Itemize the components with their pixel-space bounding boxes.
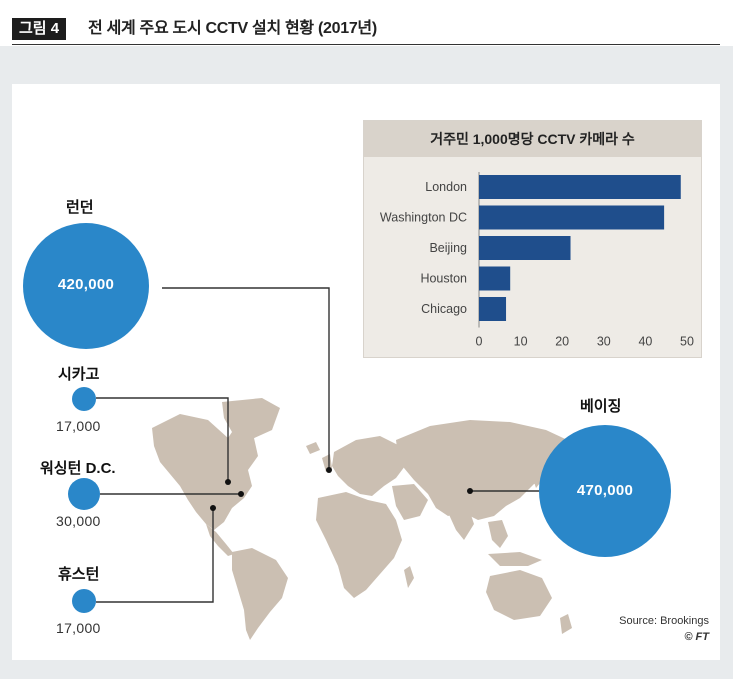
- bar-beijing: [479, 236, 571, 260]
- source-text: Source: Brookings: [619, 615, 709, 627]
- leader-line-chicago: [96, 397, 229, 482]
- category-label: Houston: [420, 272, 467, 286]
- x-tick-label: 50: [680, 335, 694, 349]
- city-label-chicago: 시카고: [58, 366, 100, 383]
- bar-chart-inset: 거주민 1,000명당 CCTV 카메라 수 London Washington …: [363, 120, 702, 358]
- source-note: Source: Brookings © FT: [619, 613, 709, 645]
- leader-line-london: [162, 287, 330, 470]
- category-label: London: [425, 180, 467, 194]
- bar-london: [479, 175, 681, 199]
- leader-line-houston: [96, 508, 214, 603]
- city-label-houston: 휴스턴: [58, 566, 100, 583]
- dot-chicago: [225, 479, 231, 485]
- city-label-london: 런던: [66, 199, 94, 216]
- bubble-value-beijing: 470,000: [576, 482, 634, 499]
- bar-chart: London Washington DC Beijing Houston Chicago…: [380, 172, 694, 349]
- header-rule: [12, 44, 720, 45]
- chart-title-bar: [364, 121, 701, 157]
- category-label: Washington DC: [380, 211, 467, 225]
- bar-chicago: [479, 297, 507, 321]
- bubble-value-london: 420,000: [57, 276, 115, 293]
- bubble-chicago: [72, 387, 96, 411]
- x-tick-label: 40: [638, 335, 652, 349]
- figure-header: 그림 4 전 세계 주요 도시 CCTV 설치 현황 (2017년): [0, 0, 733, 46]
- dot-beijing: [467, 488, 473, 494]
- x-tick-label: 20: [555, 335, 569, 349]
- city-value-chicago: 17,000: [56, 418, 101, 434]
- dot-london: [326, 467, 332, 473]
- bar-houston: [479, 266, 511, 291]
- figure-title: 전 세계 주요 도시 CCTV 설치 현황 (2017년): [88, 20, 377, 37]
- city-value-washington: 30,000: [56, 513, 101, 529]
- x-tick-label: 10: [514, 335, 528, 349]
- bar-washington-dc: [479, 205, 665, 230]
- copyright-text: © FT: [684, 631, 709, 643]
- city-value-houston: 17,000: [56, 620, 101, 636]
- city-label-beijing: 베이징: [580, 398, 622, 415]
- bubble-washington: [68, 478, 100, 510]
- chart-title: 거주민 1,000명당 CCTV 카메라 수: [430, 131, 635, 147]
- city-label-washington: 워싱턴 D.C.: [40, 460, 116, 477]
- bubble-london: [23, 223, 149, 349]
- x-tick-label: 30: [597, 335, 611, 349]
- x-tick-label: 0: [476, 335, 483, 349]
- dot-washington: [238, 491, 244, 497]
- category-label: Beijing: [429, 241, 467, 255]
- dot-houston: [210, 505, 216, 511]
- figure-badge: 그림 4: [12, 18, 67, 40]
- bubble-houston: [72, 589, 96, 613]
- category-label: Chicago: [421, 302, 467, 316]
- bubble-beijing: [539, 425, 671, 557]
